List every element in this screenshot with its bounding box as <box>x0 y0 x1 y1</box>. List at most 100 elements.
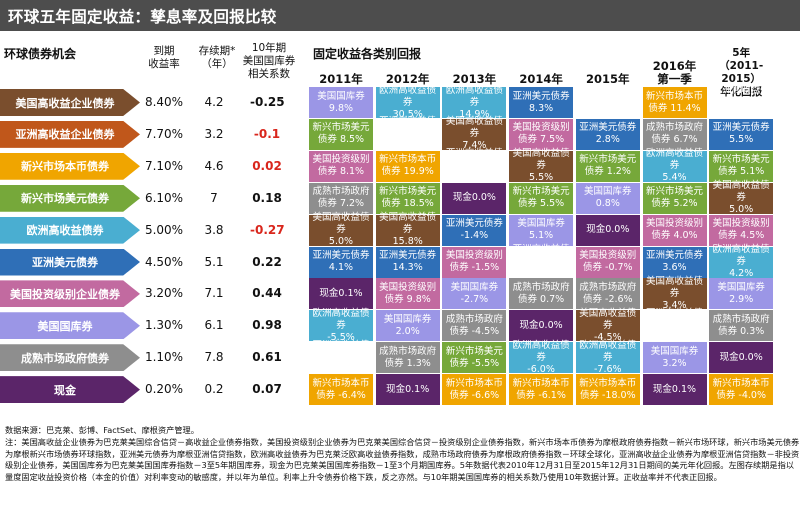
return-cell: 美国国库券 -2.7% <box>442 278 507 310</box>
return-cell: 美国国库券 0.8% <box>575 182 640 214</box>
bond-row: 新兴市场本币债券 7.10% 4.6 0.02 <box>0 151 300 182</box>
bond-duration: 7 <box>210 190 218 205</box>
return-cell: 新兴市场本币债券 11.4% <box>642 87 707 118</box>
return-cell: 亚洲高收益债券 25.4% <box>379 116 437 152</box>
bond-duration: 7.1 <box>204 286 224 301</box>
return-cell: 新兴市场美元债券 1.2% <box>575 150 640 182</box>
bond-correlation: -0.25 <box>250 95 285 109</box>
bond-duration: 3.8 <box>204 222 224 237</box>
bond-correlation: 0.44 <box>252 286 282 301</box>
return-cell: 现金0.1% <box>642 374 707 406</box>
bond-name-ribbon: 新兴市场美元债券 <box>0 184 140 212</box>
year-header: 2013年 <box>452 72 497 86</box>
year-header: 2016年 第一季 <box>652 59 697 86</box>
return-cell: 欧洲高收益债券 -7.6% <box>575 340 640 375</box>
return-cell: 成熟市场政府债券 0.7% <box>509 278 574 310</box>
return-cell: 欧洲高收益债券 -6.0% <box>509 340 574 375</box>
bond-duration: 7.8 <box>204 350 224 365</box>
return-cell: 新兴市场美元债券 5.5% <box>509 182 574 214</box>
return-cell: 亚洲高收益债券 6.6% <box>712 84 770 120</box>
return-cell: 美国高收益债券 -4.5% <box>575 308 640 343</box>
bond-name-ribbon: 成熟市场政府债券 <box>0 344 140 372</box>
bond-yield: 7.10% <box>144 158 184 173</box>
bond-row: 新兴市场美元债券 6.10% 7 0.18 <box>0 183 300 214</box>
bond-correlation: 0.07 <box>252 382 282 397</box>
return-cell: 新兴市场本币债券 -6.1% <box>509 374 574 406</box>
return-cell: 美国国库券 3.2% <box>642 342 707 374</box>
bond-yield: 0.20% <box>144 382 184 397</box>
return-cell: 美国高收益债券 15.8% <box>375 212 440 247</box>
return-cell: 美国投资级别债券 4.0% <box>642 214 707 246</box>
return-cell: 新兴市场美元债券 -5.5% <box>442 342 507 374</box>
bond-name-ribbon: 美国投资级别企业债券 <box>0 280 140 308</box>
return-cell: 现金0.1% <box>375 374 440 406</box>
bond-row: 现金 0.20% 0.2 0.07 <box>0 374 300 405</box>
return-cell: 现金0.1% <box>309 278 373 310</box>
bond-name-ribbon: 欧洲高收益债券 <box>0 216 140 244</box>
return-cell: 美国国库券 2.0% <box>375 310 440 342</box>
col-header-corr: 10年期 美国国库券 相关系数 <box>242 42 296 80</box>
bond-duration: 6.1 <box>204 318 224 333</box>
return-cell: 亚洲美元债券 -1.4% <box>442 214 507 246</box>
return-cell: 亚洲高收益债券 -5.9% <box>312 339 370 375</box>
return-cell: 成熟市场政府债券 -4.5% <box>442 310 507 342</box>
bond-correlation: 0.02 <box>252 158 282 173</box>
return-cell: 美国投资级别债券 -1.5% <box>442 246 507 278</box>
return-cell: 现金0.0% <box>575 214 640 246</box>
return-cell: 成熟市场政府债券 -2.6% <box>575 278 640 310</box>
return-cell: 欧洲高收益债券 4.2% <box>709 244 774 279</box>
left-section-title: 环球债券机会 <box>4 47 77 61</box>
return-cell: 美国高收益债券 3.4% <box>642 276 707 311</box>
return-cell: 亚洲美元债券 2.8% <box>575 118 640 150</box>
bond-yield: 4.50% <box>144 254 184 269</box>
year-header: 2015年 <box>586 72 630 86</box>
return-cell: 新兴市场本币债券 -18.0% <box>575 374 640 406</box>
bond-yield: 3.20% <box>144 286 184 301</box>
bond-duration: 0.2 <box>204 382 224 397</box>
return-cell: 现金0.0% <box>709 342 774 374</box>
return-cell: 新兴市场本币债券 -6.4% <box>309 374 373 406</box>
return-cell: 新兴市场美元债券 5.1% <box>709 150 774 182</box>
return-cell: 亚洲高收益债券 5.8% <box>579 84 637 120</box>
return-cell: 亚洲美元债券 8.3% <box>509 87 574 118</box>
return-cell: 亚洲美元债券 5.5% <box>709 118 774 150</box>
year-header: 2012年 <box>385 72 430 86</box>
bond-yield: 8.40% <box>144 95 184 109</box>
bond-row: 亚洲高收益企业债券 7.70% 3.2 -0.1 <box>0 119 300 150</box>
return-cell: 现金0.0% <box>442 182 507 214</box>
return-cell: 亚洲高收益债券 4.3% <box>445 148 503 184</box>
return-cell: 欧洲高收益债券 14.9% <box>442 85 507 120</box>
bond-yield: 5.00% <box>144 222 184 237</box>
bond-yield: 7.70% <box>144 126 184 141</box>
return-cell: 亚洲美元债券 14.3% <box>375 246 440 278</box>
bond-duration: 4.2 <box>204 95 224 109</box>
return-cell: 新兴市场本币债券 19.9% <box>375 150 440 182</box>
year-header: 5年 （2011-2015） 年化回报 <box>719 47 764 98</box>
return-cell: 美国高收益债券 5.5% <box>509 148 574 183</box>
bond-row: 美国投资级别企业债券 3.20% 7.1 0.44 <box>0 278 300 309</box>
return-cell: 新兴市场美元债券 8.5% <box>309 118 373 150</box>
return-cell: 亚洲美元债券 3.6% <box>642 246 707 278</box>
return-cell: 成熟市场政府债券 1.3% <box>375 342 440 374</box>
return-cell: 美国高收益债券 5.0% <box>309 212 373 247</box>
return-cell: 成熟市场政府债券 7.2% <box>309 182 373 214</box>
return-cell: 美国国库券 2.9% <box>709 278 774 310</box>
bond-correlation: 0.22 <box>252 254 282 269</box>
bond-duration: 4.6 <box>204 158 224 173</box>
return-cell: 现金0.0% <box>509 310 574 342</box>
return-cell: 美国高收益债券 5.0% <box>709 180 774 215</box>
return-cell: 美国国库券 9.8% <box>309 87 373 118</box>
return-cell: 欧洲高收益债券 5.4% <box>642 148 707 183</box>
bond-row: 成熟市场政府债券 1.10% 7.8 0.61 <box>0 342 300 373</box>
return-cell: 美国投资级别债券 -0.7% <box>575 246 640 278</box>
right-section-title: 固定收益各类别回报 <box>313 47 422 61</box>
return-cell: 亚洲美元债券 4.1% <box>309 246 373 278</box>
page-title: 环球五年固定收益：孳息率及回报比较 <box>8 8 277 26</box>
bond-correlation: -0.27 <box>250 222 285 237</box>
bond-yield: 1.30% <box>144 318 184 333</box>
return-cell: 成熟市场政府债券 6.7% <box>642 118 707 150</box>
return-cell: 欧洲高收益债券 30.5% <box>375 85 440 120</box>
bond-name-ribbon: 美国国库券 <box>0 312 140 340</box>
bond-row: 美国国库券 1.30% 6.1 0.98 <box>0 310 300 341</box>
return-cell: 美国投资级别债券 8.1% <box>309 150 373 182</box>
